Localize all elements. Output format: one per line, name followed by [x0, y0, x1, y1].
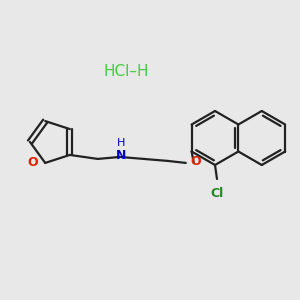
Text: O: O: [28, 156, 38, 170]
Text: Cl: Cl: [210, 187, 224, 200]
Text: H: H: [117, 138, 125, 148]
Text: O: O: [191, 155, 201, 168]
Text: N: N: [116, 149, 126, 162]
Text: HCl–H: HCl–H: [103, 64, 149, 80]
